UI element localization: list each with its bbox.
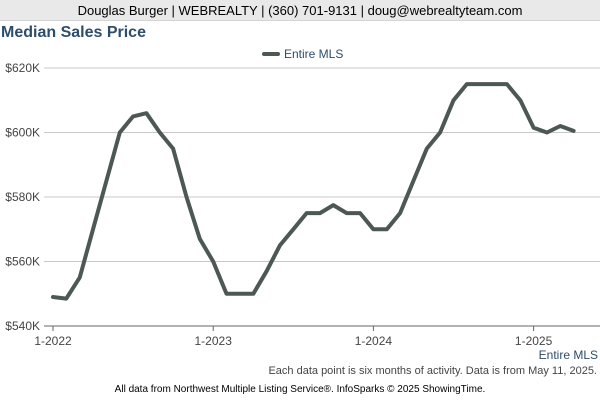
y-tick-label: $540K <box>5 319 40 333</box>
x-tick-label: 1-2023 <box>195 334 233 348</box>
footer-attribution: All data from Northwest Multiple Listing… <box>114 384 486 395</box>
footnote: Each data point is six months of activit… <box>268 365 597 377</box>
legend[interactable]: Entire MLS <box>262 47 343 61</box>
x-tick-label: 1-2025 <box>515 334 553 348</box>
y-tick-label: $560K <box>5 255 40 269</box>
chart-title: Median Sales Price <box>1 24 146 41</box>
x-tick-label: 1-2022 <box>34 334 72 348</box>
x-tick-label: 1-2024 <box>355 334 393 348</box>
grid-layer <box>44 67 600 327</box>
series-end-label: Entire MLS <box>539 348 598 362</box>
y-tick-label: $580K <box>5 190 40 204</box>
contact-text: Douglas Burger | WEBREALTY | (360) 701-9… <box>77 3 523 18</box>
series-line-entire-mls <box>51 82 576 301</box>
series-layer <box>51 82 576 301</box>
axis-layer: $540K $560K $580K $600K $620K 1-2022 1-2023 1-2… <box>5 61 598 362</box>
y-tick-label: $620K <box>5 61 40 75</box>
contact-banner: Douglas Burger | WEBREALTY | (360) 701-9… <box>0 0 600 21</box>
legend-label: Entire MLS <box>284 47 343 61</box>
y-tick-label: $600K <box>5 126 40 140</box>
